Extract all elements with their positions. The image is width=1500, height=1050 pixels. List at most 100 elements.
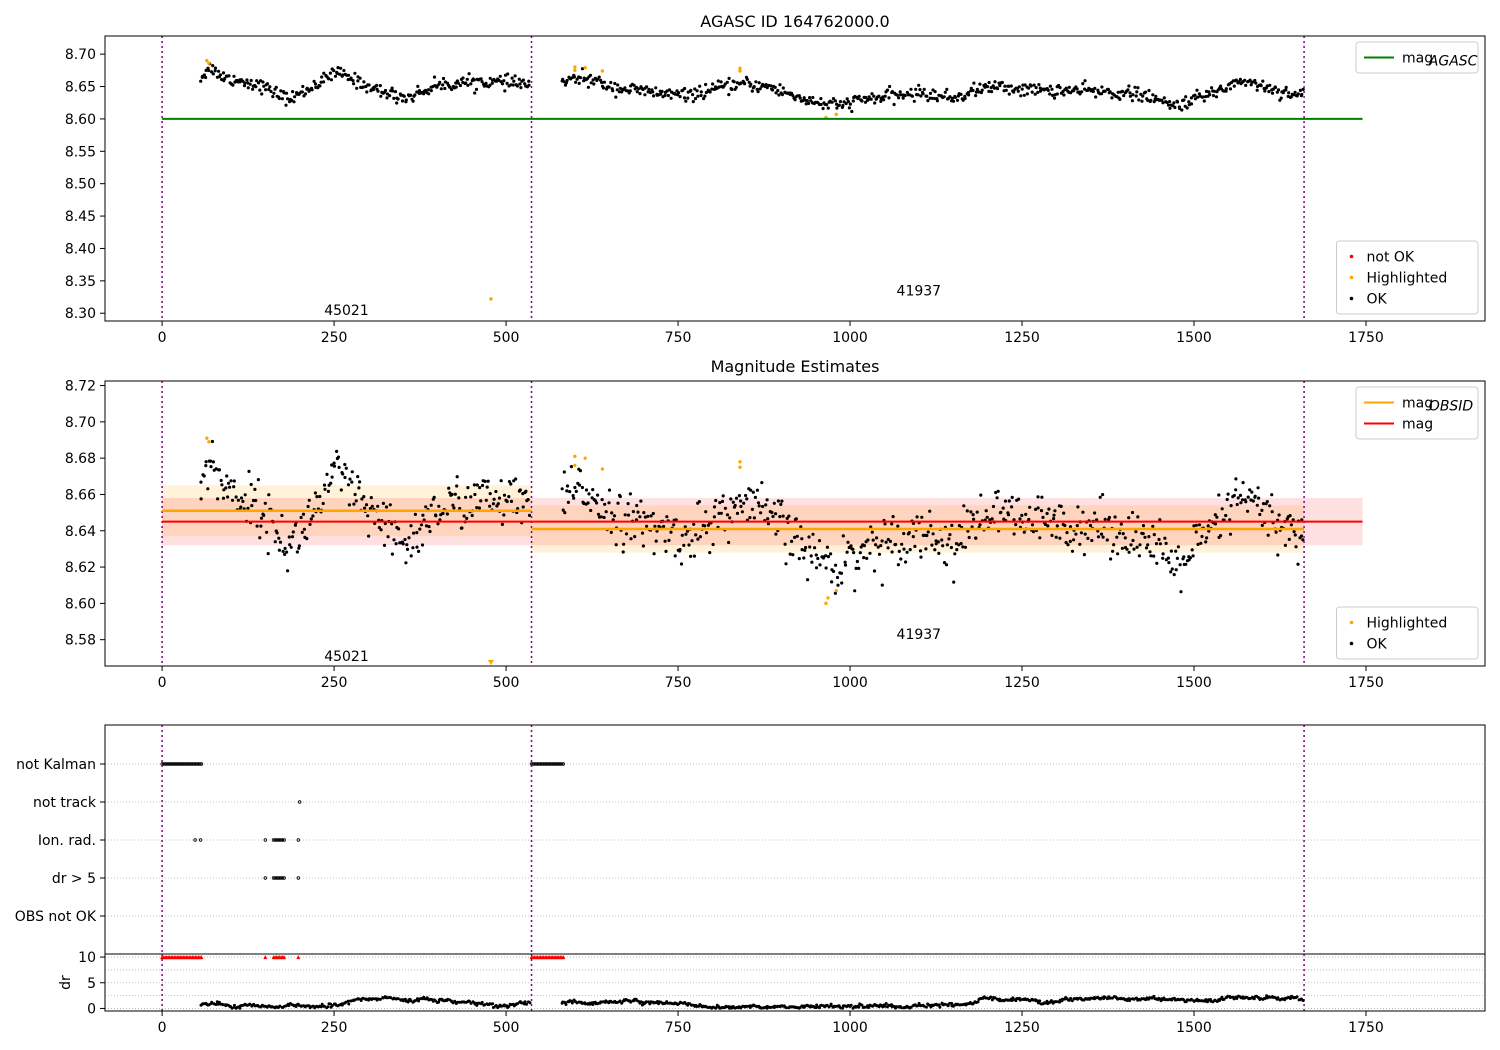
ok-data-point (1193, 93, 1197, 97)
ok-data-point (660, 89, 664, 94)
ok-data-point (607, 501, 611, 505)
flag-marker (274, 876, 279, 880)
ok-data-point (1298, 88, 1302, 92)
ok-data-point (750, 89, 754, 93)
ok-data-point (577, 483, 582, 487)
ok-data-point (230, 498, 235, 502)
ok-data-point (983, 85, 987, 89)
flag-marker (296, 838, 301, 842)
ok-data-point (1284, 88, 1288, 92)
ok-data-point (441, 511, 445, 515)
ok-data-point (1127, 550, 1131, 554)
ok-data-point (714, 498, 718, 503)
flag-marker (557, 762, 561, 766)
ok-data-point (1074, 532, 1078, 536)
dr-data-point (1069, 996, 1073, 1000)
ok-data-point (472, 483, 476, 487)
ok-data-point (199, 480, 203, 484)
ok-data-point (1140, 99, 1144, 103)
ok-data-point (651, 90, 655, 94)
ok-data-point (679, 562, 684, 566)
ok-data-point (698, 535, 703, 539)
ok-data-point (279, 89, 283, 93)
ok-data-point (765, 498, 769, 502)
dr-data-point (210, 1000, 214, 1004)
ok-data-point (1182, 555, 1186, 559)
ok-data-point (721, 494, 725, 498)
ok-data-point (937, 551, 941, 556)
ok-data-point (1211, 94, 1216, 98)
flag-marker (534, 762, 538, 766)
x-tick-label: 1000 (832, 675, 868, 691)
ok-data-point (758, 87, 762, 91)
ok-data-point (584, 488, 589, 492)
ok-data-point (267, 493, 271, 497)
ok-data-point (631, 510, 636, 514)
ok-data-point (930, 96, 934, 100)
ok-data-point (295, 550, 299, 554)
ok-data-point (1023, 83, 1027, 87)
ok-data-point (995, 496, 999, 500)
legend-label: mag (1402, 417, 1433, 433)
ok-data-point (1249, 498, 1253, 502)
ok-data-point (883, 94, 887, 98)
ok-data-point (1045, 511, 1049, 516)
ok-data-point (328, 71, 332, 75)
ok-data-point (527, 513, 532, 518)
ok-data-point (1289, 95, 1293, 99)
ok-data-point (293, 523, 297, 527)
ok-data-point (1105, 538, 1109, 542)
ok-data-point (434, 514, 438, 518)
ok-data-point (1257, 496, 1261, 500)
ok-data-point (415, 545, 419, 549)
ok-data-point (204, 68, 208, 72)
ok-data-point (1020, 87, 1024, 91)
dr-data-point (814, 1006, 818, 1009)
dr-data-point (867, 1006, 871, 1009)
ok-data-point (499, 479, 503, 483)
observation-id-label: 41937 (897, 627, 942, 643)
ok-data-point (411, 546, 415, 550)
ok-data-point (1052, 517, 1056, 521)
flag-marker (280, 838, 285, 842)
ok-data-point (199, 79, 203, 83)
ok-data-point (651, 511, 655, 516)
ok-data-point (383, 521, 387, 526)
y-tick-label: 8.66 (65, 487, 96, 503)
ok-data-point (229, 479, 233, 483)
ok-data-point (1253, 494, 1257, 498)
ok-data-point (350, 480, 354, 484)
ok-data-point (1083, 79, 1087, 83)
ok-data-point (950, 96, 955, 100)
ok-data-point (1103, 89, 1107, 93)
flag-marker (193, 838, 197, 842)
ok-data-point (1110, 96, 1114, 100)
ok-data-point (874, 543, 878, 547)
ok-data-point (1259, 84, 1263, 88)
ok-data-point (455, 484, 459, 488)
ok-data-point (484, 81, 488, 85)
ok-data-point (772, 501, 776, 505)
flag-marker (282, 838, 286, 842)
ok-data-point (421, 513, 425, 517)
ok-data-point (1144, 546, 1149, 550)
ok-data-point (609, 80, 613, 85)
ok-data-point (510, 76, 514, 80)
ok-data-point (485, 485, 489, 489)
ok-data-point (1132, 547, 1136, 551)
ok-data-point (1063, 523, 1067, 528)
dr-data-point (649, 1000, 653, 1004)
legend-subscript: OBSID (1429, 399, 1474, 415)
ok-data-point (890, 522, 894, 526)
ok-data-point (1129, 543, 1133, 547)
ok-data-point (664, 549, 668, 554)
ok-data-point (710, 87, 714, 91)
flag-marker (535, 762, 540, 766)
y-tick-label: 8.60 (65, 596, 96, 612)
ok-data-point (654, 539, 658, 543)
ok-data-point (1103, 517, 1107, 521)
ok-data-point (464, 81, 468, 85)
ok-data-point (221, 71, 226, 75)
ok-data-point (268, 85, 272, 89)
ok-data-point (1081, 82, 1085, 86)
